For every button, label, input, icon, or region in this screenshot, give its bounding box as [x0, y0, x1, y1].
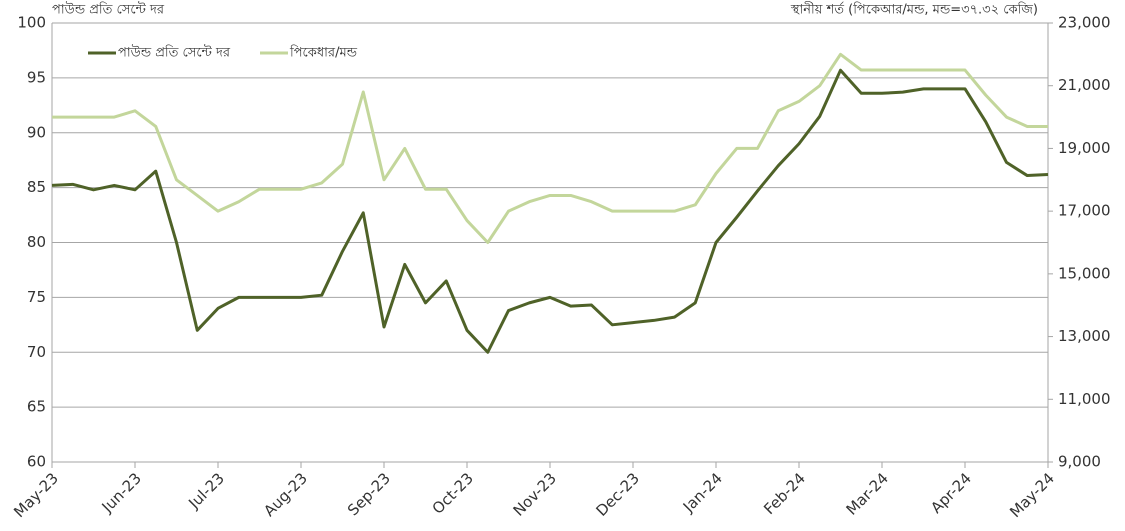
x-tick-label: Jul-23: [184, 469, 228, 513]
x-tick-label: Oct-23: [429, 469, 477, 517]
line-series: [51, 68, 1049, 354]
y2-tick-label: 13,000: [1058, 327, 1111, 345]
y2-tick-label: 21,000: [1058, 76, 1111, 94]
y2-tick-label: 17,000: [1058, 202, 1111, 220]
x-tick-label: May-24: [1006, 469, 1058, 521]
x-tick-label: Jun-23: [98, 469, 145, 516]
x-tick-label: Jan-24: [679, 469, 726, 516]
y-tick-label: 75: [27, 288, 46, 306]
y-tick-label: 90: [27, 123, 46, 141]
y2-tick-label: 9,000: [1058, 453, 1101, 471]
x-tick-label: Apr-24: [927, 469, 975, 517]
y2-tick-label: 23,000: [1058, 14, 1111, 32]
x-tick-label: Feb-24: [760, 469, 809, 518]
legend-label: পিকেধার/মন্ড: [289, 45, 358, 61]
legend-label: পাউন্ড প্রতি সেন্টে দর: [118, 45, 231, 61]
y-tick-label: 65: [27, 398, 46, 416]
y2-tick-label: 15,000: [1058, 264, 1111, 282]
x-tick-label: Nov-23: [510, 469, 560, 519]
y-tick-label: 100: [17, 14, 46, 32]
y-axis-title: পাউন্ড প্রতি সেন্টে দর: [52, 2, 165, 18]
x-tick-label: Sep-23: [344, 469, 394, 519]
y2-tick-label: 19,000: [1058, 139, 1111, 157]
y-tick-label: 80: [27, 233, 46, 251]
line-series: [52, 52, 1048, 244]
y2-axis-title: স্থানীয় শর্ত (পিকেআর/মন্ড, মন্ড=৩৭.৩২ ক…: [790, 2, 1038, 18]
y-tick-label: 85: [27, 178, 46, 196]
x-tick-label: Mar-24: [843, 469, 892, 518]
y-tick-label: 70: [27, 343, 46, 361]
x-tick-label: Aug-23: [260, 469, 311, 520]
x-tick-label: May-23: [10, 469, 62, 521]
x-tick-label: Dec-23: [592, 469, 643, 520]
y2-tick-label: 11,000: [1058, 390, 1111, 408]
y-tick-label: 60: [27, 453, 46, 471]
y-tick-label: 95: [27, 68, 46, 86]
